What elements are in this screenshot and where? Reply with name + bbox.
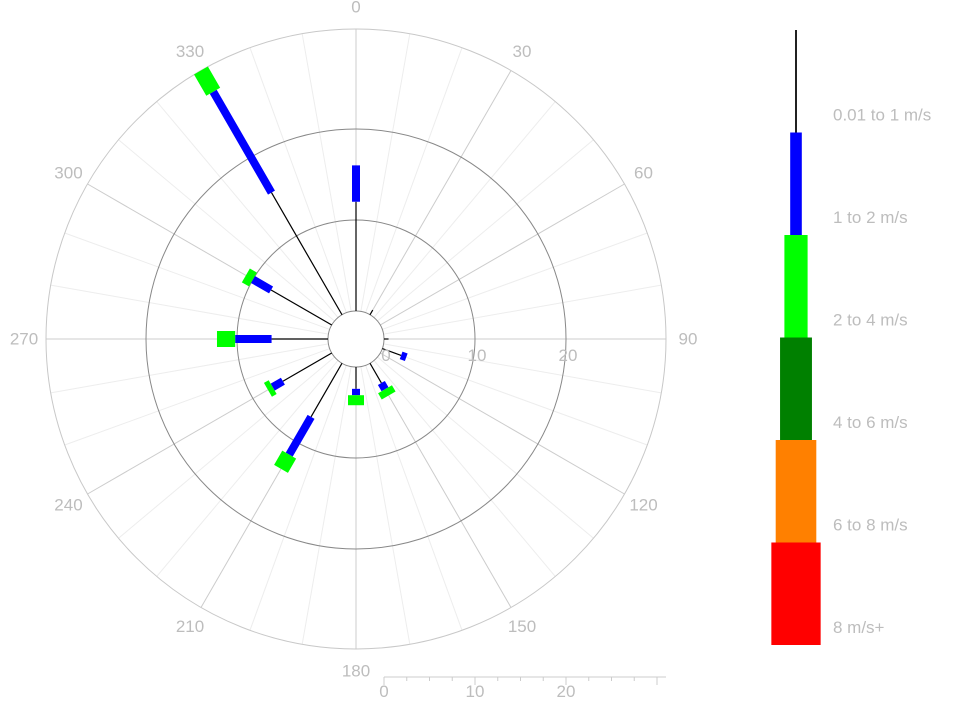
minor-spoke xyxy=(377,356,594,539)
legend-swatch xyxy=(784,235,808,338)
legend-label: 2 to 4 m/s xyxy=(833,311,908,330)
bar-segment xyxy=(282,352,333,382)
minor-spoke xyxy=(249,365,347,631)
legend-swatch xyxy=(795,30,797,133)
direction-label: 60 xyxy=(634,164,653,183)
bar-segment xyxy=(369,362,382,384)
direction-label: 330 xyxy=(176,42,204,61)
legend-swatch xyxy=(790,132,802,235)
radial-labels: 0 10 20 xyxy=(381,346,577,365)
bar-segment xyxy=(270,192,343,316)
minor-spoke xyxy=(373,101,556,318)
bar-segment xyxy=(270,377,285,391)
legend-swatch xyxy=(775,440,817,543)
minor-spoke xyxy=(249,47,347,313)
grid-circle-20 xyxy=(145,128,567,550)
legend-label: 0.01 to 1 m/s xyxy=(833,106,931,125)
bar-segment xyxy=(274,450,297,473)
legend-swatch xyxy=(780,337,812,440)
legend-swatch xyxy=(771,542,821,645)
minor-spoke xyxy=(301,33,352,312)
bar-segment xyxy=(378,385,396,400)
minor-spoke xyxy=(382,232,648,330)
minor-spoke xyxy=(377,139,594,322)
legend-label: 1 to 2 m/s xyxy=(833,208,908,227)
bar-segment xyxy=(369,309,374,316)
bar-segment xyxy=(241,268,257,287)
minor-spoke xyxy=(50,284,329,335)
bar-segment xyxy=(382,348,402,356)
radial-label: 20 xyxy=(559,346,578,365)
minor-spoke xyxy=(156,360,339,577)
wind-bars xyxy=(194,66,408,473)
direction-label: 240 xyxy=(54,496,82,515)
axis-tick-label: 0 xyxy=(379,682,388,701)
minor-spoke xyxy=(365,365,463,631)
axis-tick-label: 10 xyxy=(466,682,485,701)
bar-segment xyxy=(310,362,343,418)
minor-spoke xyxy=(50,343,329,394)
direction-label: 30 xyxy=(513,42,532,61)
minor-spoke xyxy=(382,348,648,446)
radial-axis: 0 10 20 xyxy=(379,676,666,701)
direction-label: 180 xyxy=(342,662,370,681)
major-spoke xyxy=(379,183,625,326)
minor-spoke xyxy=(373,360,556,577)
bar-segment xyxy=(285,414,315,457)
major-spoke xyxy=(379,352,625,495)
polar-grid xyxy=(45,28,667,650)
minor-spoke xyxy=(64,232,330,330)
radial-label: 10 xyxy=(468,346,487,365)
legend-label: 4 to 6 m/s xyxy=(833,413,908,432)
minor-spoke xyxy=(383,284,662,335)
minor-spoke xyxy=(118,356,335,539)
major-spoke xyxy=(369,362,512,608)
direction-label: 90 xyxy=(679,330,698,349)
minor-spoke xyxy=(301,366,352,645)
direction-labels: 0 30 60 90 120 150 180 210 240 270 300 330 xyxy=(10,0,698,681)
direction-label: 0 xyxy=(351,0,360,17)
direction-label: 210 xyxy=(176,617,204,636)
legend-label: 8 m/s+ xyxy=(833,618,885,637)
radial-label: 0 xyxy=(381,346,390,365)
direction-label: 120 xyxy=(629,496,657,515)
bar-segment xyxy=(209,89,275,195)
minor-spoke xyxy=(360,33,411,312)
bar-segment xyxy=(263,380,277,397)
outer-circle xyxy=(45,28,667,650)
major-spoke xyxy=(369,70,512,316)
bar-segment xyxy=(250,276,274,294)
bar-segment xyxy=(399,351,408,362)
fine-grid xyxy=(50,33,662,645)
minor-spoke xyxy=(365,47,463,313)
bar-segment xyxy=(194,66,221,96)
minor-spoke xyxy=(383,343,662,394)
legend-label: 6 to 8 m/s xyxy=(833,516,908,535)
minor-spoke xyxy=(360,366,411,645)
inner-circle xyxy=(327,310,385,368)
direction-label: 270 xyxy=(10,330,38,349)
direction-label: 300 xyxy=(54,164,82,183)
minor-spoke xyxy=(118,139,335,322)
direction-label: 150 xyxy=(508,617,536,636)
minor-spoke xyxy=(156,101,339,318)
axis-tick-label: 20 xyxy=(557,682,576,701)
bar-segment xyxy=(377,380,389,392)
minor-spoke xyxy=(64,348,330,446)
legend: 0.01 to 1 m/s 1 to 2 m/s 2 to 4 m/s 4 to 6 … xyxy=(771,30,931,645)
bar-segment xyxy=(270,289,333,326)
